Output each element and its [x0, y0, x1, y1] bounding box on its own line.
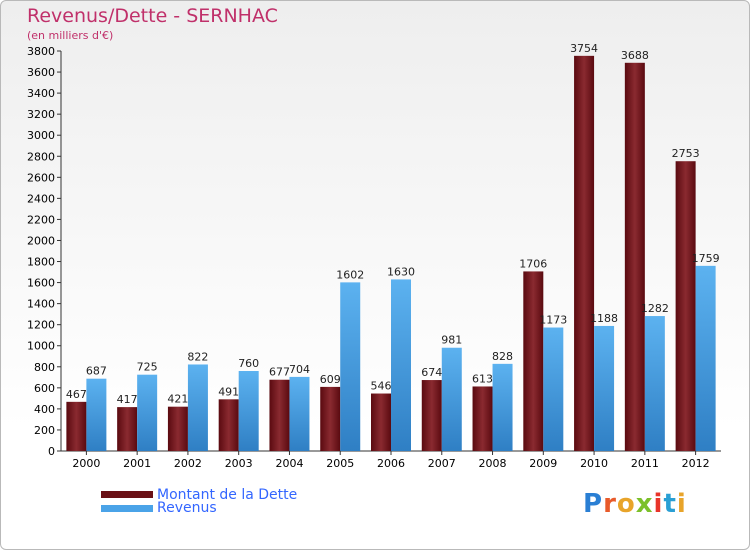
x-tick-label: 2000 — [72, 457, 100, 470]
x-tick-label: 2003 — [225, 457, 253, 470]
data-label-debt: 674 — [421, 366, 442, 379]
y-tick-label: 3200 — [27, 108, 55, 121]
data-label-revenue: 1173 — [539, 314, 567, 327]
y-tick-label: 3800 — [27, 45, 55, 58]
x-tick-label: 2010 — [580, 457, 608, 470]
bar-debt — [371, 393, 391, 451]
x-tick-label: 2004 — [275, 457, 303, 470]
data-label-debt: 609 — [320, 373, 341, 386]
legend-swatch-revenue — [101, 505, 153, 512]
data-label-debt: 1706 — [519, 257, 547, 270]
data-label-revenue: 1759 — [692, 252, 720, 265]
data-label-revenue: 687 — [86, 365, 107, 378]
bar-debt — [117, 407, 138, 451]
legend-swatch-debt — [101, 491, 153, 498]
data-label-revenue: 1630 — [387, 265, 415, 278]
proxiti-logo: Proxiti — [583, 489, 687, 519]
legend-label-revenue: Revenus — [157, 500, 217, 516]
x-tick-label: 2008 — [479, 457, 507, 470]
data-label-debt: 467 — [66, 388, 87, 401]
data-label-revenue: 822 — [187, 350, 208, 363]
y-tick-label: 800 — [34, 361, 55, 374]
bar-revenue — [187, 364, 208, 451]
y-tick-label: 1400 — [27, 298, 55, 311]
y-tick-label: 2800 — [27, 150, 55, 163]
data-label-debt: 417 — [117, 393, 138, 406]
bar-revenue — [86, 378, 107, 451]
data-label-debt: 3688 — [621, 49, 649, 62]
bar-debt — [167, 406, 188, 451]
y-tick-label: 2400 — [27, 192, 55, 205]
y-tick-label: 0 — [48, 445, 55, 458]
bar-debt — [421, 380, 442, 451]
y-tick-label: 2200 — [27, 213, 55, 226]
x-tick-label: 2009 — [529, 457, 557, 470]
x-tick-label: 2002 — [174, 457, 202, 470]
bar-debt — [624, 62, 645, 451]
bar-debt — [574, 55, 595, 452]
bar-debt — [218, 399, 239, 451]
data-label-debt: 613 — [472, 372, 493, 385]
chart-subtitle: (en milliers d'€) — [27, 29, 114, 42]
x-tick-label: 2012 — [682, 457, 710, 470]
data-label-revenue: 725 — [137, 361, 158, 374]
bar-debt — [472, 386, 493, 451]
x-tick-label: 2005 — [326, 457, 354, 470]
y-tick-label: 1000 — [27, 340, 55, 353]
bar-revenue — [391, 279, 411, 451]
y-tick-label: 1600 — [27, 277, 55, 290]
bar-revenue — [695, 265, 716, 451]
bar-revenue — [137, 374, 158, 451]
data-label-revenue: 1282 — [641, 302, 669, 315]
legend-label-debt: Montant de la Dette — [157, 487, 298, 503]
data-label-debt: 2753 — [672, 147, 700, 160]
y-tick-label: 3600 — [27, 66, 55, 79]
data-label-revenue: 1188 — [590, 312, 618, 325]
x-tick-label: 2006 — [377, 457, 405, 470]
y-tick-label: 3000 — [27, 129, 55, 142]
data-label-revenue: 760 — [238, 357, 259, 370]
y-tick-label: 2600 — [27, 171, 55, 184]
y-tick-label: 3400 — [27, 87, 55, 100]
y-tick-label: 600 — [34, 382, 55, 395]
bar-debt — [66, 401, 87, 451]
x-tick-label: 2007 — [428, 457, 456, 470]
bar-revenue — [289, 376, 310, 451]
bar-debt — [269, 379, 290, 451]
bar-revenue — [340, 282, 361, 451]
data-label-revenue: 828 — [492, 350, 513, 363]
y-tick-label: 1200 — [27, 319, 55, 332]
bar-revenue — [543, 327, 564, 451]
bar-revenue — [238, 371, 259, 451]
x-tick-label: 2001 — [123, 457, 151, 470]
data-label-revenue: 981 — [441, 334, 462, 347]
data-label-debt: 3754 — [570, 42, 598, 55]
bar-debt — [675, 161, 696, 452]
y-tick-label: 400 — [34, 403, 55, 416]
bar-revenue — [644, 316, 665, 451]
bar-revenue — [492, 363, 513, 451]
bar-debt — [523, 271, 544, 451]
data-label-debt: 677 — [269, 366, 290, 379]
data-label-revenue: 704 — [289, 363, 310, 376]
bar-debt — [320, 386, 341, 451]
bar-revenue — [594, 325, 615, 451]
page-title: Revenus/Dette - SERNHAC — [27, 5, 278, 27]
y-tick-label: 2000 — [27, 234, 55, 247]
x-tick-label: 2011 — [631, 457, 659, 470]
data-label-debt: 421 — [167, 393, 188, 406]
data-label-revenue: 1602 — [336, 268, 364, 281]
y-tick-label: 200 — [34, 424, 55, 437]
y-tick-label: 1800 — [27, 256, 55, 269]
bar-revenue — [441, 347, 462, 451]
data-label-debt: 491 — [218, 385, 239, 398]
data-label-debt: 546 — [371, 380, 392, 393]
